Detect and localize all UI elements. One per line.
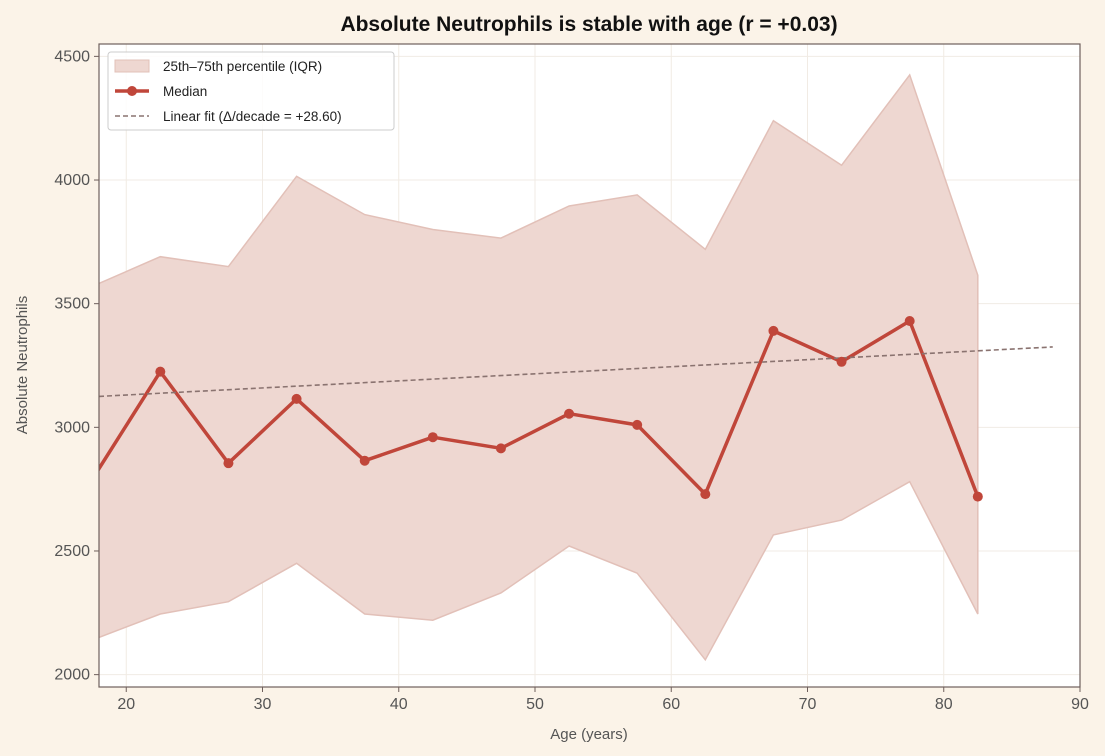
median-point <box>768 325 779 336</box>
x-tick-label: 20 <box>117 696 135 713</box>
axis-ticks: 20 30 40 50 60 70 80 90 2000 2500 3000 3500 4000 4500 <box>54 48 1089 713</box>
y-tick-label: 2000 <box>54 667 90 684</box>
x-axis-title: Age (years) <box>550 726 628 743</box>
median-point <box>495 443 506 454</box>
median-point <box>904 315 915 326</box>
legend-frame <box>107 51 395 131</box>
median-point <box>564 408 575 419</box>
x-tick-label: 90 <box>1071 696 1089 713</box>
legend-fit-label: Linear fit (Δ/decade = +28.60) <box>163 109 342 124</box>
y-tick-label: 4000 <box>54 172 90 189</box>
x-tick-label: 40 <box>390 696 408 713</box>
chart-title: Absolute Neutrophils is stable with age … <box>340 13 837 36</box>
linear-fit-line <box>99 346 1053 398</box>
plot-frame <box>98 43 1081 688</box>
median-line <box>99 319 980 498</box>
legend-iqr-swatch <box>114 59 150 73</box>
y-tick-label: 4500 <box>54 48 90 65</box>
median-point <box>972 491 983 502</box>
median-point <box>632 419 643 430</box>
x-tick-label: 30 <box>254 696 272 713</box>
median-point <box>87 474 97 484</box>
legend: 25th–75th percentile (IQR) Median Linear… <box>107 51 395 131</box>
legend-median-marker <box>127 86 137 96</box>
x-tick-label: 60 <box>662 696 680 713</box>
x-tick-label: 70 <box>799 696 817 713</box>
median-point <box>700 489 711 500</box>
median-point <box>427 432 438 443</box>
x-tick-label: 80 <box>935 696 953 713</box>
iqr-band <box>99 73 979 662</box>
y-tick-label: 3500 <box>54 296 90 313</box>
median-point <box>836 356 847 367</box>
y-axis-title: Absolute Neutrophils <box>14 296 31 434</box>
y-tick-label: 2500 <box>54 543 90 560</box>
median-point <box>359 455 370 466</box>
legend-iqr-label: 25th–75th percentile (IQR) <box>163 59 322 74</box>
y-tick-label: 3000 <box>54 419 90 436</box>
x-tick-label: 50 <box>526 696 544 713</box>
legend-median-label: Median <box>163 84 207 99</box>
plot-layer <box>87 73 1053 662</box>
median-point <box>155 366 166 377</box>
median-point <box>291 393 302 404</box>
median-point <box>223 458 234 469</box>
